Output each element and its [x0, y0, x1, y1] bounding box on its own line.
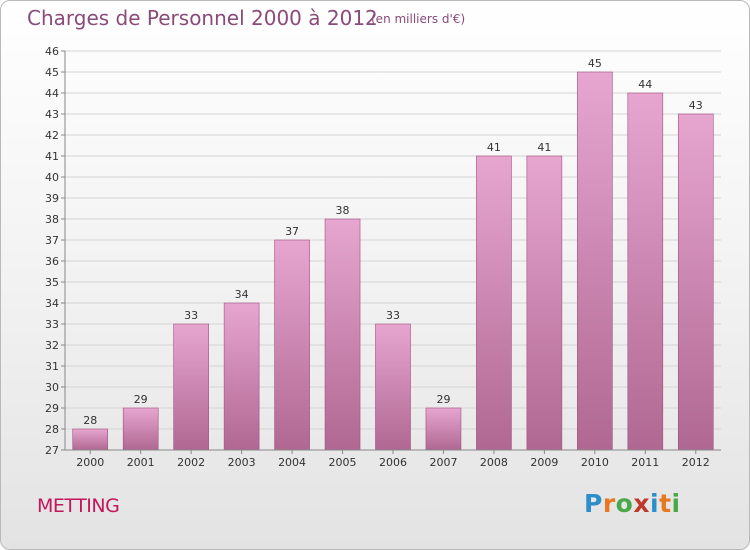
y-tick-label: 43	[45, 108, 59, 121]
y-tick-label: 37	[45, 234, 59, 247]
y-tick-label: 32	[45, 339, 59, 352]
chart-subtitle: (en milliers d'€)	[371, 12, 466, 26]
y-tick-label: 30	[45, 381, 59, 394]
x-tick-label: 2006	[379, 456, 407, 469]
y-tick-label: 40	[45, 171, 59, 184]
bar-value-label: 45	[588, 57, 602, 70]
x-tick-label: 2008	[480, 456, 508, 469]
x-tick-label: 2012	[682, 456, 710, 469]
location-name: METTING	[37, 495, 120, 517]
x-tick-label: 2002	[177, 456, 205, 469]
bar-2009	[526, 155, 563, 451]
y-tick-label: 29	[45, 402, 59, 415]
y-tick-label: 46	[45, 45, 59, 58]
bar-value-label: 41	[537, 141, 551, 154]
bar-value-label: 37	[285, 225, 299, 238]
bar-value-label: 29	[134, 393, 148, 406]
bar-value-label: 33	[184, 309, 198, 322]
bar-2001	[122, 407, 159, 451]
bar-2010	[577, 71, 613, 451]
proxiti-logo: Proxiti	[584, 489, 681, 518]
x-tick-label: 2000	[76, 456, 104, 469]
y-tick-label: 34	[45, 297, 59, 310]
bar-2012	[677, 113, 714, 451]
x-tick-label: 2004	[278, 456, 306, 469]
bar-2003	[223, 302, 260, 451]
bar-value-label: 34	[235, 288, 249, 301]
y-tick-label: 28	[45, 423, 59, 436]
bar-value-label: 41	[487, 141, 501, 154]
x-tick-label: 2010	[581, 456, 609, 469]
x-tick-label: 2011	[631, 456, 659, 469]
bar-2002	[173, 323, 209, 451]
bar-value-label: 44	[638, 78, 652, 91]
bar-2011	[627, 92, 664, 451]
bar-value-label: 28	[83, 414, 97, 427]
chart-title: Charges de Personnel 2000 à 2012	[27, 6, 378, 30]
x-tick-label: 2003	[228, 456, 256, 469]
y-tick-label: 44	[45, 87, 59, 100]
y-tick-label: 35	[45, 276, 59, 289]
y-tick-label: 41	[45, 150, 59, 163]
bar-2008	[476, 155, 512, 451]
bar-value-label: 33	[386, 309, 400, 322]
y-tick-label: 45	[45, 66, 59, 79]
bar-2004	[274, 239, 310, 451]
bar-2000	[72, 428, 109, 451]
bar-value-label: 43	[689, 99, 703, 112]
y-tick-label: 31	[45, 360, 59, 373]
y-tick-label: 42	[45, 129, 59, 142]
bar-2007	[425, 407, 462, 451]
bar-value-label: 29	[436, 393, 450, 406]
y-tick-label: 36	[45, 255, 59, 268]
y-tick-label: 38	[45, 213, 59, 226]
y-tick-label: 33	[45, 318, 59, 331]
bar-2006	[375, 323, 411, 451]
x-tick-label: 2007	[429, 456, 457, 469]
x-tick-label: 2005	[329, 456, 357, 469]
x-tick-label: 2001	[127, 456, 155, 469]
y-tick-label: 39	[45, 192, 59, 205]
bar-value-label: 38	[336, 204, 350, 217]
y-tick-label: 27	[45, 444, 59, 457]
bar-2005	[324, 218, 361, 451]
x-tick-label: 2009	[530, 456, 558, 469]
